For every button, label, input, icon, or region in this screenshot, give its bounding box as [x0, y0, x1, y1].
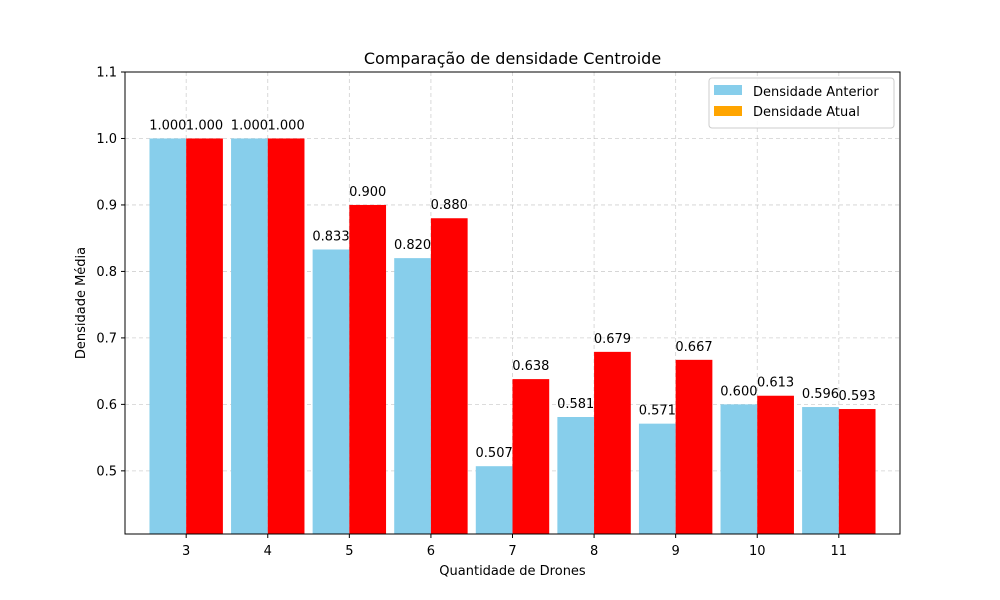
x-tick-label: 9	[672, 544, 680, 559]
data-label-atual: 0.613	[757, 376, 794, 391]
data-label-anterior: 0.571	[639, 404, 676, 419]
y-axis-label: Densidade Média	[74, 247, 89, 359]
data-label-atual: 0.593	[839, 389, 876, 404]
bar-atual	[267, 138, 305, 534]
bar-atual	[430, 218, 468, 534]
bar-anterior	[312, 249, 350, 534]
bar-anterior	[394, 258, 431, 534]
y-tick-label: 0.5	[96, 464, 117, 479]
data-label-anterior: 0.820	[394, 238, 431, 253]
x-tick-label: 3	[182, 544, 190, 559]
bars	[149, 138, 876, 534]
legend-swatch-anterior	[714, 85, 742, 95]
data-label-anterior: 0.600	[720, 384, 757, 399]
data-label-anterior: 0.833	[312, 229, 349, 244]
data-label-atual: 1.000	[268, 118, 305, 133]
data-label-atual: 0.880	[431, 198, 468, 213]
x-tick-label: 8	[590, 544, 598, 559]
bar-atual	[757, 395, 794, 534]
legend-swatch-atual	[714, 106, 742, 116]
y-tick-label: 0.8	[96, 265, 117, 280]
legend: Densidade Anterior Densidade Atual	[708, 77, 895, 129]
data-label-atual: 0.679	[594, 332, 631, 347]
x-axis: 3 4 5 6 7 8 9 10 11	[182, 534, 847, 559]
bar-anterior	[231, 138, 268, 534]
bar-anterior	[720, 404, 758, 534]
data-label-atual: 0.667	[675, 340, 712, 355]
bar-atual	[512, 379, 550, 534]
bar-atual	[838, 409, 876, 534]
data-label-atual: 1.000	[186, 118, 223, 133]
y-tick-label: 1.0	[96, 132, 117, 147]
x-tick-label: 4	[264, 544, 272, 559]
data-label-anterior: 1.000	[149, 118, 186, 133]
data-label-anterior: 0.581	[557, 397, 594, 412]
data-label-anterior: 0.507	[476, 446, 513, 461]
data-label-atual: 0.900	[349, 185, 386, 200]
bar-anterior	[475, 466, 513, 534]
y-tick-label: 1.1	[96, 66, 117, 81]
chart-title: Comparação de densidade Centroide	[364, 49, 661, 68]
legend-label-atual: Densidade Atual	[753, 105, 860, 120]
y-tick-label: 0.6	[96, 398, 117, 413]
bar-atual	[186, 138, 223, 534]
x-tick-label: 5	[345, 544, 353, 559]
bar-atual	[675, 359, 713, 534]
bar-atual	[594, 351, 631, 534]
y-tick-label: 0.9	[96, 198, 117, 213]
data-label-anterior: 1.000	[231, 118, 268, 133]
x-tick-label: 7	[508, 544, 516, 559]
x-tick-label: 6	[427, 544, 435, 559]
data-label-atual: 0.638	[512, 359, 549, 374]
x-tick-label: 11	[831, 544, 848, 559]
legend-box	[708, 77, 895, 129]
data-label-anterior: 0.596	[802, 387, 839, 402]
bar-anterior	[557, 417, 595, 534]
bar-anterior	[149, 138, 187, 534]
y-axis: 0.5 0.6 0.7 0.8 0.9 1.0 1.1	[96, 66, 125, 479]
bar-anterior	[638, 423, 676, 534]
x-axis-label: Quantidade de Drones	[439, 564, 586, 579]
y-tick-label: 0.7	[96, 331, 117, 346]
x-tick-label: 10	[749, 544, 766, 559]
bar-atual	[349, 204, 387, 534]
legend-label-anterior: Densidade Anterior	[753, 85, 879, 100]
bar-anterior	[802, 407, 839, 534]
